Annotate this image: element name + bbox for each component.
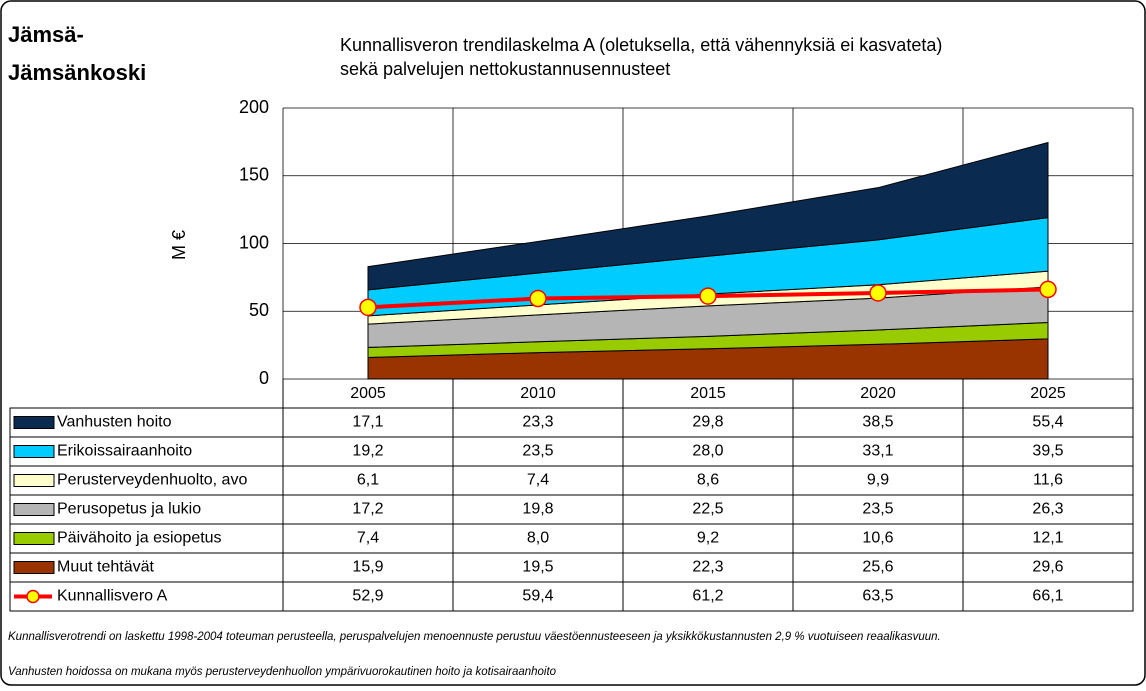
legend-label: Päivähoito ja esiopetus: [57, 530, 222, 547]
table-value: 15,9: [352, 559, 383, 576]
table-value: 8,0: [527, 530, 549, 547]
legend-swatch: [26, 589, 40, 604]
table-value: 22,5: [692, 501, 723, 518]
legend-swatch: [13, 474, 55, 487]
area: [367, 141, 1049, 291]
legend-swatch: [13, 561, 55, 574]
x-tick-label: 2005: [350, 385, 386, 402]
legend-swatch: [13, 445, 55, 458]
table-value: 63,5: [862, 588, 893, 605]
legend-label: Kunnallisvero A: [57, 588, 168, 605]
table-value: 23,3: [522, 414, 553, 431]
x-tick-label: 2015: [690, 385, 726, 402]
table-value: 59,4: [522, 588, 553, 605]
legend-label: Muut tehtävät: [57, 559, 155, 576]
table-value: 33,1: [862, 443, 893, 460]
legend-swatch: [13, 503, 55, 516]
table-value: 66,1: [1032, 588, 1063, 605]
x-tick-label: 2020: [860, 385, 896, 402]
table-value: 17,1: [352, 414, 383, 431]
table-value: 9,2: [697, 530, 719, 547]
table-value: 26,3: [1032, 501, 1063, 518]
table-value: 11,6: [1033, 472, 1063, 489]
corner-title: Jämsänkoski: [8, 60, 146, 85]
table-value: 39,5: [1032, 443, 1063, 460]
line-marker: [359, 298, 377, 317]
y-tick-label: 200: [239, 97, 269, 117]
chart-title: sekä palvelujen nettokustannusennusteet: [340, 59, 670, 79]
table-value: 25,6: [862, 559, 893, 576]
table-value: 8,6: [697, 472, 719, 489]
legend-label: Perusterveydenhuolto, avo: [57, 472, 247, 489]
table-value: 10,6: [862, 530, 893, 547]
table-value: 12,1: [1032, 530, 1063, 547]
table-value: 7,4: [527, 472, 549, 489]
table-value: 29,6: [1032, 559, 1063, 576]
table-value: 55,4: [1032, 414, 1063, 431]
table-value: 6,1: [357, 472, 379, 489]
x-tick-label: 2010: [520, 385, 556, 402]
y-tick-label: 100: [239, 232, 269, 252]
table-value: 52,9: [352, 588, 383, 605]
table-value: 7,4: [357, 530, 379, 547]
legend-label: Erikoissairaanhoito: [57, 443, 192, 460]
corner-title: Jämsä-: [8, 22, 84, 47]
table-value: 9,9: [867, 472, 889, 489]
line-marker: [1039, 280, 1057, 299]
y-tick-label: 50: [249, 300, 269, 320]
legend-label: Perusopetus ja lukio: [57, 501, 201, 518]
line-marker: [699, 287, 717, 305]
table-value: 17,2: [352, 501, 383, 518]
table-value: 19,5: [522, 559, 553, 576]
table-value: 61,2: [692, 588, 723, 605]
table-value: 19,8: [522, 501, 553, 518]
table-value: 28,0: [692, 443, 723, 460]
table-value: 29,8: [692, 414, 723, 431]
table-value: 19,2: [352, 443, 383, 460]
line-marker: [529, 289, 547, 308]
legend-swatch: [13, 416, 55, 429]
footnote: Kunnallisverotrendi on laskettu 1998-200…: [8, 631, 941, 643]
table-value: 23,5: [862, 501, 893, 518]
line-marker: [869, 284, 887, 302]
legend-swatch: [13, 532, 55, 545]
table-value: 22,3: [692, 559, 723, 576]
footnote: Vanhusten hoidossa on mukana myös perust…: [8, 666, 557, 678]
table-value: 38,5: [862, 414, 893, 431]
legend-label: Vanhusten hoito: [57, 414, 172, 431]
table-value: 23,5: [522, 443, 553, 460]
chart-title: Kunnallisveron trendilaskelma A (oletuks…: [340, 35, 942, 55]
y-axis-label: M €: [169, 230, 189, 260]
y-tick-label: 0: [259, 368, 269, 388]
y-tick-label: 150: [239, 165, 269, 185]
x-tick-label: 2025: [1030, 385, 1066, 402]
